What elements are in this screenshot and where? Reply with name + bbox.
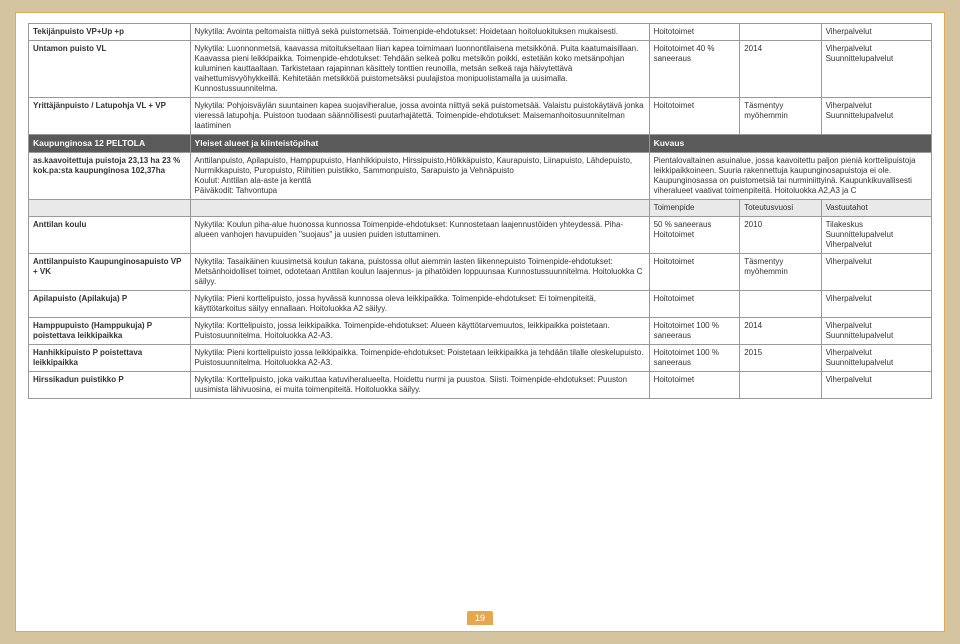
desc-cell: Nykytila: Tasaikäinen kuusimetsä koulun … (190, 253, 649, 290)
c1-cell: Hoitotoimet (649, 253, 740, 290)
c3-cell: Viherpalvelut (821, 24, 931, 41)
c3-cell: Tilakeskus Suunnittelupalvelut Viherpalv… (821, 216, 931, 253)
table-row: Untamon puisto VLNykytila: Luonnonmetsä,… (29, 41, 932, 98)
document-page: Tekijänpuisto VP+Up +pNykytila: Avointa … (15, 12, 945, 632)
c3-cell: Viherpalvelut (821, 371, 931, 398)
sub-c2: Toteutusvuosi (740, 199, 821, 216)
c3-cell: Viherpalvelut Suunnittelupalvelut (821, 317, 931, 344)
c1-cell: 50 % saneeraus Hoitotoimet (649, 216, 740, 253)
table-row: Tekijänpuisto VP+Up +pNykytila: Avointa … (29, 24, 932, 41)
sub-c3: Vastuutahot (821, 199, 931, 216)
c3-cell: Viherpalvelut (821, 290, 931, 317)
c2-cell: Täsmentyy myöhemmin (740, 253, 821, 290)
sub-header-row: Toimenpide Toteutusvuosi Vastuutahot (29, 199, 932, 216)
intro-row: as.kaavoitettuja puistoja 23,13 ha 23 % … (29, 152, 932, 199)
sub-empty2 (190, 199, 649, 216)
c3-cell: Viherpalvelut Suunnittelupalvelut (821, 344, 931, 371)
c1-cell: Hoitotoimet 100 % saneeraus (649, 317, 740, 344)
page-number: 19 (467, 611, 493, 625)
c2-cell: Täsmentyy myöhemmin (740, 98, 821, 135)
c1-cell: Hoitotoimet (649, 371, 740, 398)
desc-cell: Nykytila: Pieni korttelipuisto jossa lei… (190, 344, 649, 371)
table-row: Hamppupuisto (Hamppukuja) P poistettava … (29, 317, 932, 344)
c1-cell: Hoitotoimet (649, 24, 740, 41)
name-cell: Hamppupuisto (Hamppukuja) P poistettava … (29, 317, 191, 344)
name-cell: Hirssikadun puistikko P (29, 371, 191, 398)
section-right: Kuvaus (649, 135, 931, 153)
desc-cell: Nykytila: Avointa peltomaista niittyä se… (190, 24, 649, 41)
table-row: Yrittäjänpuisto / Latupohja VL + VPNykyt… (29, 98, 932, 135)
c1-cell: Hoitotoimet 100 % saneeraus (649, 344, 740, 371)
name-cell: Untamon puisto VL (29, 41, 191, 98)
intro-right: Pientalovaltainen asuinalue, jossa kaavo… (649, 152, 931, 199)
table-row: Hirssikadun puistikko PNykytila: Korttel… (29, 371, 932, 398)
c2-cell: 2010 (740, 216, 821, 253)
name-cell: Yrittäjänpuisto / Latupohja VL + VP (29, 98, 191, 135)
name-cell: Apilapuisto (Apilakuja) P (29, 290, 191, 317)
c3-cell: Viherpalvelut Suunnittelupalvelut (821, 98, 931, 135)
main-table: Tekijänpuisto VP+Up +pNykytila: Avointa … (28, 23, 932, 399)
c1-cell: Hoitotoimet 40 % saneeraus (649, 41, 740, 98)
c2-cell: 2015 (740, 344, 821, 371)
name-cell: Hanhikkipuisto P poistettava leikkipaikk… (29, 344, 191, 371)
desc-cell: Nykytila: Koulun piha-alue huonossa kunn… (190, 216, 649, 253)
name-cell: Anttilan koulu (29, 216, 191, 253)
c2-cell (740, 290, 821, 317)
c2-cell (740, 24, 821, 41)
table-row: Apilapuisto (Apilakuja) PNykytila: Pieni… (29, 290, 932, 317)
sub-c1: Toimenpide (649, 199, 740, 216)
desc-cell: Nykytila: Korttelipuisto, joka vaikuttaa… (190, 371, 649, 398)
intro-desc: Anttilanpuisto, Apilapuisto, Hamppupuist… (190, 152, 649, 199)
desc-cell: Nykytila: Pieni korttelipuisto, jossa hy… (190, 290, 649, 317)
c3-cell: Viherpalvelut Suunnittelupalvelut (821, 41, 931, 98)
c2-cell: 2014 (740, 41, 821, 98)
c1-cell: Hoitotoimet (649, 290, 740, 317)
c2-cell (740, 371, 821, 398)
desc-cell: Nykytila: Luonnonmetsä, kaavassa mitoitu… (190, 41, 649, 98)
section-left: Kaupunginosa 12 PELTOLA (29, 135, 191, 153)
section-header-row: Kaupunginosa 12 PELTOLA Yleiset alueet j… (29, 135, 932, 153)
desc-cell: Nykytila: Pohjoisväylän suuntainen kapea… (190, 98, 649, 135)
intro-name: as.kaavoitettuja puistoja 23,13 ha 23 % … (29, 152, 191, 199)
name-cell: Tekijänpuisto VP+Up +p (29, 24, 191, 41)
name-cell: Anttilanpuisto Kaupunginosapuisto VP + V… (29, 253, 191, 290)
table-row: Anttilanpuisto Kaupunginosapuisto VP + V… (29, 253, 932, 290)
c3-cell: Viherpalvelut (821, 253, 931, 290)
section-mid: Yleiset alueet ja kiinteistöpihat (190, 135, 649, 153)
desc-cell: Nykytila: Korttelipuisto, jossa leikkipa… (190, 317, 649, 344)
c1-cell: Hoitotoimet (649, 98, 740, 135)
table-row: Anttilan kouluNykytila: Koulun piha-alue… (29, 216, 932, 253)
c2-cell: 2014 (740, 317, 821, 344)
table-row: Hanhikkipuisto P poistettava leikkipaikk… (29, 344, 932, 371)
sub-empty1 (29, 199, 191, 216)
